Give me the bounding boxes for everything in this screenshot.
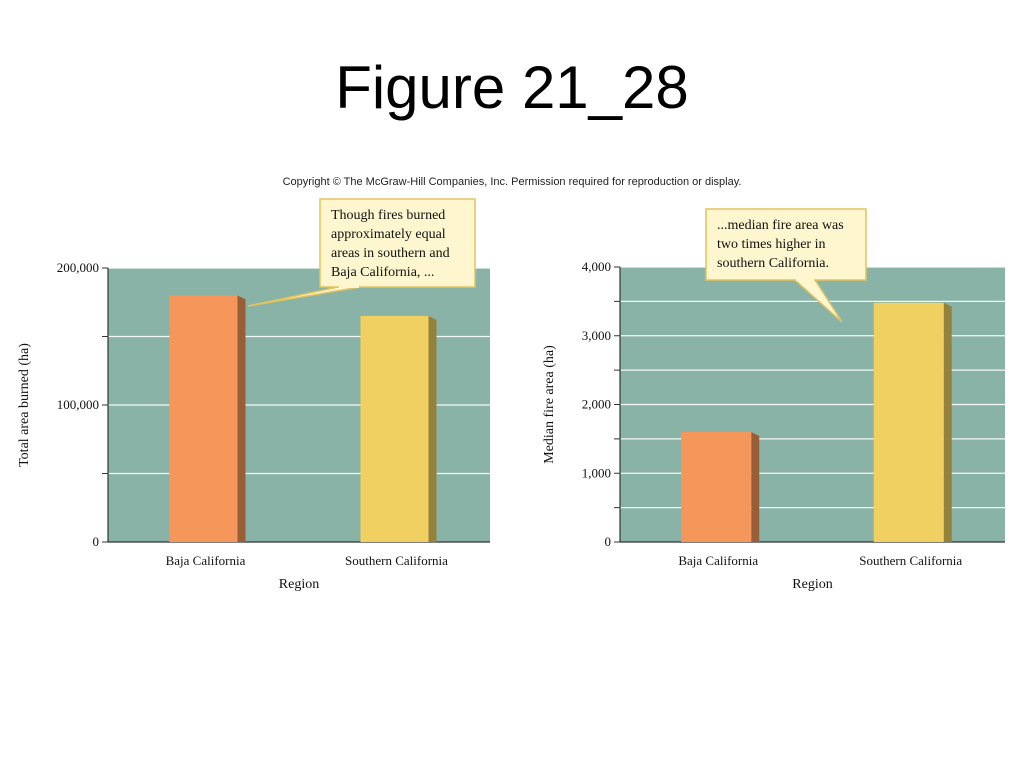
- bar-side: [428, 315, 437, 542]
- chart-1: 0 100,000 200,000 Baja California Southern C…: [17, 198, 490, 592]
- callout-text-line: ...median fire area was: [717, 218, 844, 233]
- bar-baja-california: [681, 432, 752, 542]
- y-axis-title: Total area burned (ha): [17, 343, 32, 467]
- bar-southern-california: [360, 315, 429, 542]
- x-tick-label: Southern California: [859, 553, 962, 568]
- callout-text-line: Baja California, ...: [331, 265, 434, 280]
- callout-box: [319, 198, 476, 288]
- bar-side: [751, 432, 760, 542]
- y-tick-label: 0: [605, 534, 612, 549]
- x-tick-label: Baja California: [678, 553, 758, 568]
- bar-side: [943, 302, 952, 542]
- y-tick-label: 4,000: [582, 259, 611, 274]
- x-axis-title: Region: [279, 577, 319, 592]
- x-tick-label: Southern California: [345, 553, 448, 568]
- bar-baja-california: [169, 295, 238, 542]
- copyright-notice: Copyright © The McGraw-Hill Companies, I…: [282, 176, 742, 188]
- bar-southern-california: [873, 302, 944, 542]
- callout-text-line: areas in southern and: [331, 246, 450, 261]
- chart-2: 0 1,000 2,000 3,000 4,000 Baja California Sout…: [542, 208, 1005, 592]
- callout-box: [705, 208, 867, 281]
- x-axis-title: Region: [792, 577, 832, 592]
- y-tick-label: 1,000: [582, 465, 611, 480]
- y-tick-label: 100,000: [57, 397, 99, 412]
- callout-text-line: two times higher in: [717, 237, 826, 252]
- y-axis-title: Median fire area (ha): [542, 345, 557, 464]
- callout-text-line: approximately equal: [331, 227, 446, 242]
- callout-text-line: southern California.: [717, 256, 829, 271]
- y-tick-label: 3,000: [582, 328, 611, 343]
- callout-text-line: Though fires burned: [331, 208, 445, 223]
- y-tick-label: 200,000: [57, 260, 99, 275]
- slide-title: Figure 21_28: [335, 54, 689, 121]
- x-tick-label: Baja California: [166, 553, 246, 568]
- y-tick-label: 2,000: [582, 397, 611, 412]
- y-tick-label: 0: [93, 534, 100, 549]
- bar-side: [237, 295, 246, 542]
